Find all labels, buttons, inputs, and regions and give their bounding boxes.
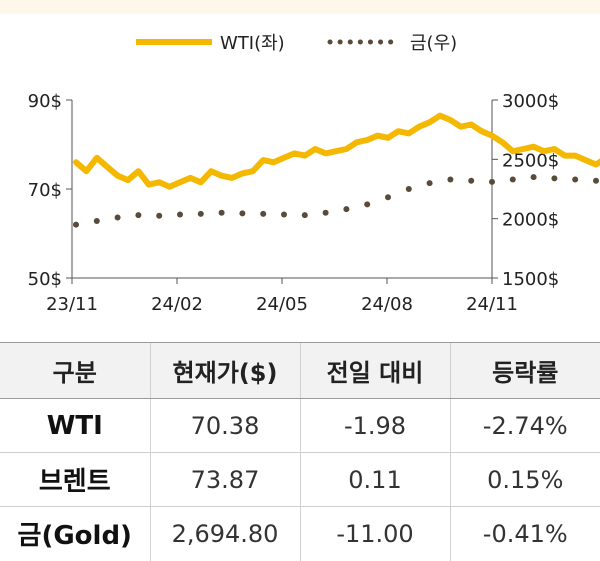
gold-point (385, 194, 391, 201)
price-line-chart: WTI(좌) 금(우) 90$ 70$ 50$ 3000$ 2500$ 2000$ 150… (28, 33, 600, 315)
x-tick-label: 23/11 (46, 294, 98, 315)
x-tick-label: 24/11 (466, 294, 518, 315)
row-change: -11.00 (299, 506, 450, 561)
row-name: WTI (0, 398, 150, 453)
left-axis-ticks: 90$ 70$ 50$ (28, 91, 72, 290)
left-tick-label: 70$ (28, 180, 62, 201)
right-tick-label: 2000$ (502, 210, 559, 231)
gold-point (405, 186, 412, 192)
row-rate: -2.74% (449, 398, 600, 453)
gold-point (93, 218, 100, 225)
row-name: 브렌트 (0, 452, 150, 507)
legend-gold-label: 금(우) (410, 33, 457, 54)
table-row: WTI 70.38 -1.98 -2.74% (0, 398, 600, 453)
left-tick-label: 90$ (28, 91, 62, 112)
row-price: 2,694.80 (149, 506, 300, 561)
left-tick-label: 50$ (28, 269, 62, 290)
x-tick-label: 24/08 (361, 294, 413, 315)
legend-wti-label: WTI(좌) (220, 33, 285, 54)
header-price: 현재가($) (149, 342, 300, 399)
wti-series-line (73, 112, 600, 190)
right-axis-ticks: 3000$ 2500$ 2000$ 1500$ (492, 91, 559, 290)
chart-legend: WTI(좌) 금(우) (136, 33, 457, 54)
row-rate: -0.41% (449, 506, 600, 561)
gold-point (260, 210, 267, 217)
table-header-row: 구분 현재가($) 전일 대비 등락률 (0, 342, 600, 399)
row-price: 73.87 (149, 452, 300, 507)
gold-series (73, 174, 599, 228)
row-rate: 0.15% (449, 452, 600, 507)
x-tick-label: 24/05 (256, 294, 308, 315)
gold-point (572, 176, 579, 183)
gold-point (509, 176, 516, 183)
gold-point (177, 211, 183, 218)
gold-point (73, 221, 79, 228)
gold-point (551, 175, 558, 182)
gold-point (447, 176, 454, 183)
right-tick-label: 2500$ (502, 150, 559, 171)
x-axis-ticks: 23/11 24/02 24/05 24/08 24/11 (46, 278, 518, 315)
gold-point (530, 174, 537, 181)
gold-point (322, 209, 329, 216)
gold-point (301, 212, 308, 219)
top-band (0, 0, 600, 14)
right-tick-label: 3000$ (502, 91, 559, 112)
gold-point (156, 212, 163, 219)
gold-point (426, 180, 433, 187)
gold-point (218, 209, 225, 216)
x-tick-label: 24/02 (151, 294, 203, 315)
row-name: 금(Gold) (17, 521, 132, 552)
header-category: 구분 (0, 342, 150, 399)
gold-point (593, 177, 599, 184)
right-tick-label: 1500$ (502, 269, 559, 290)
gold-point (114, 214, 121, 221)
header-rate: 등락률 (449, 342, 600, 399)
table-row: 금(Gold) 2,694.80 -11.00 -0.41% (0, 506, 600, 561)
row-change: 0.11 (299, 452, 450, 507)
row-change: -1.98 (299, 398, 450, 453)
gold-point (239, 210, 246, 217)
gold-point (343, 206, 350, 213)
table-row: 브렌트 73.87 0.11 0.15% (0, 452, 600, 507)
gold-point (364, 201, 371, 208)
row-price: 70.38 (149, 398, 300, 453)
header-change: 전일 대비 (299, 342, 450, 399)
gold-point (281, 211, 287, 218)
gold-point (489, 178, 495, 185)
gold-point (197, 210, 204, 217)
gold-point (135, 212, 142, 219)
price-table: 구분 현재가($) 전일 대비 등락률 WTI 70.38 -1.98 -2.7… (0, 342, 600, 561)
gold-point (468, 177, 475, 184)
